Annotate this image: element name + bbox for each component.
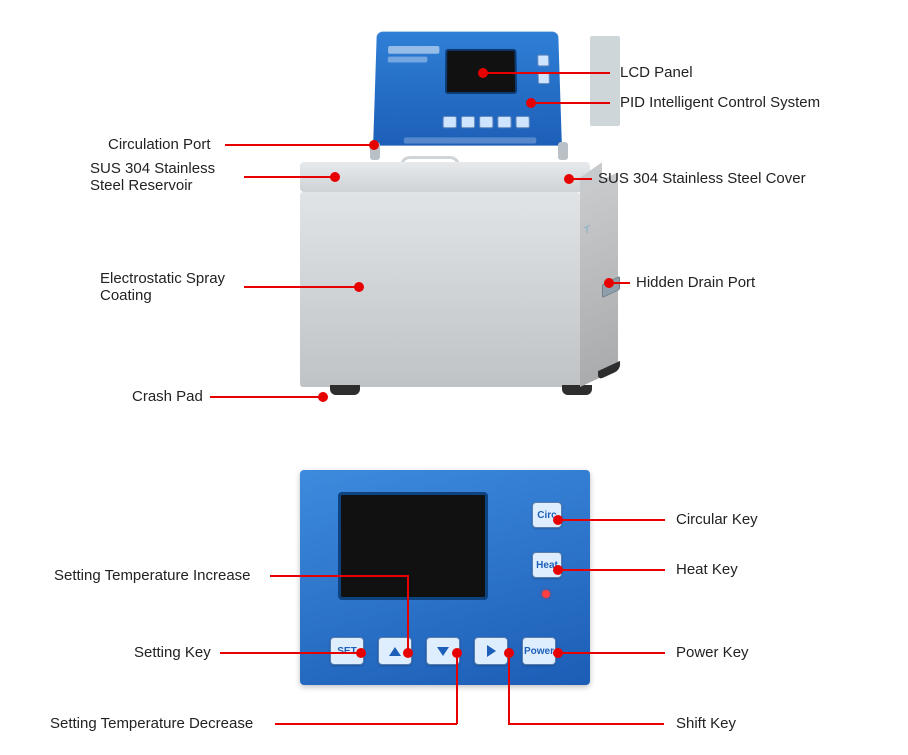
- circulation-port-label: Circulation Port: [108, 136, 211, 153]
- circular-key-label: Circular Key: [676, 511, 758, 528]
- panel-lcd: [338, 492, 488, 600]
- crash-pad-label: Crash Pad: [132, 388, 203, 405]
- callout-line: [275, 723, 457, 725]
- drain-label: Hidden Drain Port: [636, 274, 755, 291]
- callout-line: [534, 102, 610, 104]
- temp-down-label: Setting Temperature Decrease: [50, 715, 253, 732]
- coating-label: Electrostatic Spray Coating: [100, 270, 225, 304]
- device-head: [373, 32, 562, 146]
- reservoir-label: SUS 304 Stainless Steel Reservoir: [90, 160, 215, 194]
- callout-line: [508, 723, 664, 725]
- power-led: [542, 590, 550, 598]
- device-main: T: [280, 30, 590, 415]
- temp-up-label: Setting Temperature Increase: [54, 567, 251, 584]
- circulation-port-marker-r: [558, 142, 568, 160]
- crash-pad-left: [330, 385, 360, 395]
- heat-key-label: Heat Key: [676, 561, 738, 578]
- cover-label: SUS 304 Stainless Steel Cover: [598, 170, 806, 187]
- callout-line: [220, 652, 358, 654]
- callout-line: [561, 569, 665, 571]
- callout-line: [456, 656, 458, 724]
- callout-line: [486, 72, 610, 74]
- callout-line: [572, 178, 592, 180]
- crash-pad-right: [562, 385, 592, 395]
- callout-line: [508, 656, 510, 724]
- device-body-front: [300, 192, 580, 387]
- callout-line: [210, 396, 320, 398]
- callout-line: [561, 652, 665, 654]
- callout-line: [270, 575, 408, 577]
- shift-key-label: Shift Key: [676, 715, 736, 732]
- power-key[interactable]: Power: [522, 637, 556, 665]
- device-head-footer: [404, 137, 537, 143]
- device-head-sub-strip: [388, 57, 428, 63]
- steel-cover: [300, 162, 590, 192]
- callout-line: [244, 286, 356, 288]
- callout-line: [612, 282, 630, 284]
- power-key-label: Power Key: [676, 644, 749, 661]
- shift-key[interactable]: [474, 637, 508, 665]
- callout-line: [561, 519, 665, 521]
- device-bottom-buttons: [443, 115, 534, 133]
- device-vent: [590, 36, 620, 126]
- setting-key-label: Setting Key: [134, 644, 211, 661]
- lcd-panel-label: LCD Panel: [620, 64, 693, 81]
- callout-line: [407, 575, 409, 650]
- callout-line: [244, 176, 332, 178]
- callout-line: [225, 144, 371, 146]
- pid-label: PID Intelligent Control System: [620, 94, 820, 111]
- device-head-title-strip: [388, 46, 439, 54]
